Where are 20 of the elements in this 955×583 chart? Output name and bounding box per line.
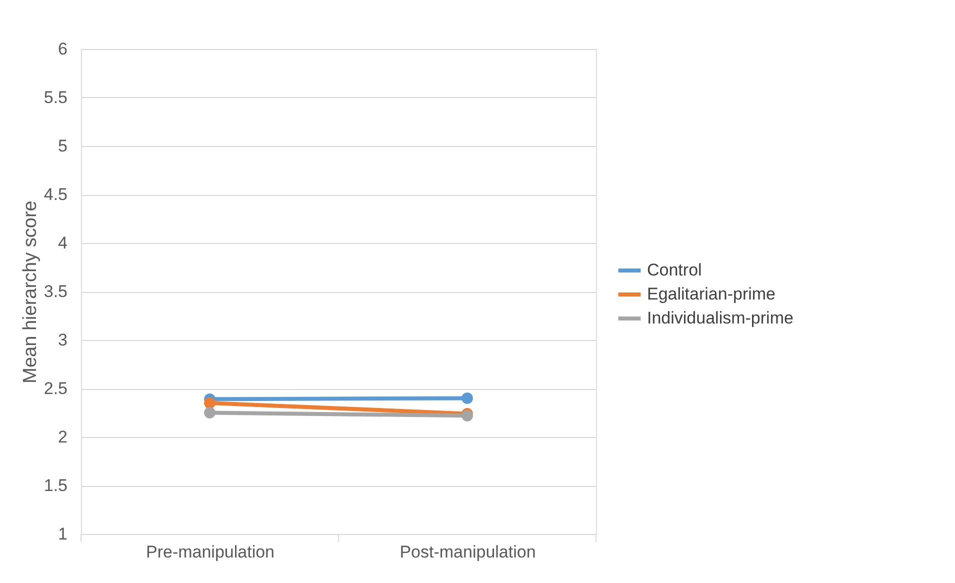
y-tick-label: 3: [58, 330, 68, 350]
y-tick-label: 4.5: [44, 185, 68, 204]
x-tick-label: Post-manipulation: [400, 542, 536, 562]
y-tick-label: 4: [58, 234, 68, 252]
y-axis-title: Mean hierarchy score: [20, 200, 41, 384]
y-tick-label: 1: [58, 524, 68, 544]
y-tick-label: 5: [58, 136, 68, 156]
legend-label: Control: [647, 260, 702, 280]
y-tick-label: 3.5: [44, 282, 68, 301]
legend-label: Egalitarian-prime: [647, 284, 776, 304]
legend-label: Individualism-prime: [647, 308, 794, 328]
point: [204, 397, 216, 409]
point: [462, 392, 473, 404]
y-tick-label: 1.5: [44, 476, 68, 495]
point: [204, 407, 216, 418]
y-tick-label: 6: [58, 40, 68, 58]
y-tick-label: 2.5: [44, 379, 68, 398]
y-tick-label: 5.5: [44, 88, 68, 107]
y-tick-label: 2: [58, 428, 68, 446]
x-tick-label: Pre-manipulation: [146, 542, 275, 562]
